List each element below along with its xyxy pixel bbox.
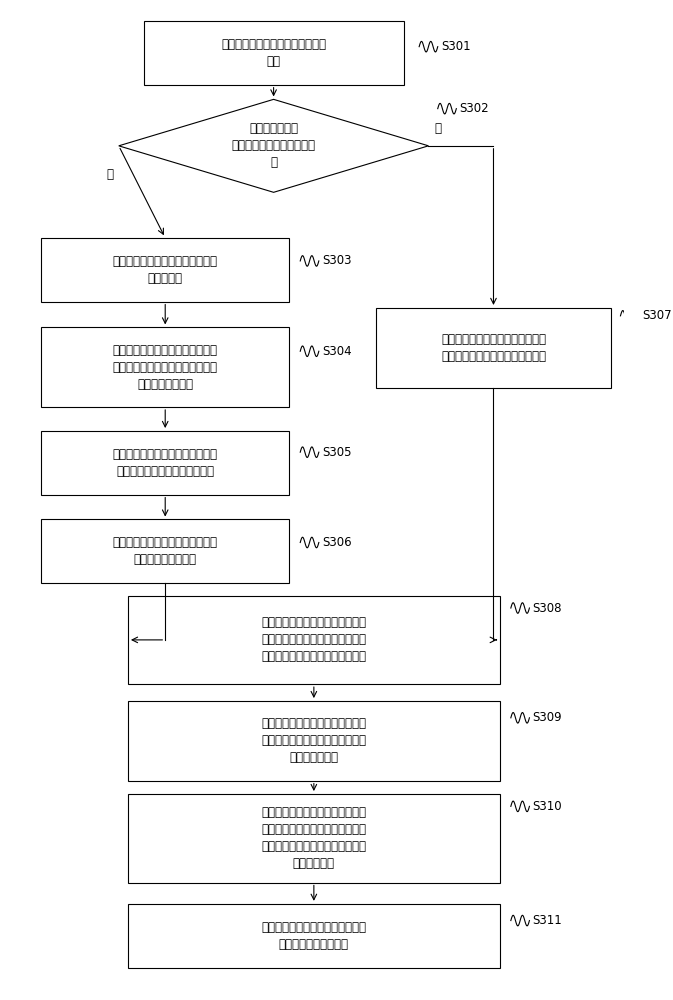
- Text: 遍历中文歌词文件中所有中文歌词
的发音属性: 遍历中文歌词文件中所有中文歌词 的发音属性: [112, 255, 217, 285]
- Text: 计算易误触发词组播放的第一起始
时间和第一结束时间: 计算易误触发词组播放的第一起始 时间和第一结束时间: [112, 536, 217, 566]
- Text: S304: S304: [322, 345, 351, 358]
- Text: 播放待播放歌曲，在到达第一起始
时间时关闭语音识别模块，在到达
第一结束时间时启动语音识别模块: 播放待播放歌曲，在到达第一起始 时间时关闭语音识别模块，在到达 第一结束时间时启…: [261, 616, 366, 663]
- FancyBboxPatch shape: [41, 238, 289, 302]
- FancyBboxPatch shape: [41, 431, 289, 495]
- Text: S307: S307: [642, 309, 672, 322]
- Text: S305: S305: [322, 446, 351, 459]
- Text: 中文歌词文件是
否存在已保存的易误触发词
组: 中文歌词文件是 否存在已保存的易误触发词 组: [232, 122, 316, 169]
- Text: 待播放歌曲播放结束后，统计引起
和未引起预设语音控制命令误识别
的易误触发词组: 待播放歌曲播放结束后，统计引起 和未引起预设语音控制命令误识别 的易误触发词组: [261, 717, 366, 764]
- FancyBboxPatch shape: [41, 327, 289, 407]
- Text: 获取与待播放歌曲匹配的中文歌词
文件: 获取与待播放歌曲匹配的中文歌词 文件: [221, 38, 326, 68]
- Text: 获取第一起始时间的第一补偿时间
和第一结束时间的第二补偿时间: 获取第一起始时间的第一补偿时间 和第一结束时间的第二补偿时间: [112, 448, 217, 478]
- FancyBboxPatch shape: [128, 794, 499, 883]
- FancyBboxPatch shape: [128, 701, 499, 781]
- Text: S308: S308: [532, 602, 562, 615]
- Text: 否: 否: [106, 168, 113, 181]
- Text: 修正易误触发词组对应的第一补偿
时间和第二补偿时间，重新计算易
误触发词组播放的第一起始时间和
第一结束时间: 修正易误触发词组对应的第一补偿 时间和第二补偿时间，重新计算易 误触发词组播放的…: [261, 806, 366, 870]
- FancyBboxPatch shape: [376, 308, 611, 388]
- Text: S306: S306: [322, 536, 351, 549]
- Polygon shape: [118, 99, 429, 192]
- Text: S310: S310: [532, 800, 562, 813]
- Text: S303: S303: [322, 254, 351, 267]
- FancyBboxPatch shape: [41, 519, 289, 583]
- FancyBboxPatch shape: [128, 904, 499, 968]
- Text: 根据歌词文件，获取易误触发词组
所属的歌词语句播放的第二起始时
间和第二结束时间: 根据歌词文件，获取易误触发词组 所属的歌词语句播放的第二起始时 间和第二结束时间: [112, 344, 217, 391]
- Text: 读取待播放歌曲中易误触发词组对
应的第一起始时间和第一结束时间: 读取待播放歌曲中易误触发词组对 应的第一起始时间和第一结束时间: [441, 333, 546, 363]
- Text: 保存易误触发词组和对应的第一起
始时间和第一结束时间: 保存易误触发词组和对应的第一起 始时间和第一结束时间: [261, 921, 366, 951]
- FancyBboxPatch shape: [128, 596, 499, 684]
- Text: S301: S301: [441, 40, 470, 53]
- Text: 是: 是: [435, 122, 441, 135]
- Text: S311: S311: [532, 914, 562, 927]
- Text: S302: S302: [460, 102, 489, 115]
- Text: S309: S309: [532, 711, 562, 724]
- FancyBboxPatch shape: [143, 21, 404, 85]
